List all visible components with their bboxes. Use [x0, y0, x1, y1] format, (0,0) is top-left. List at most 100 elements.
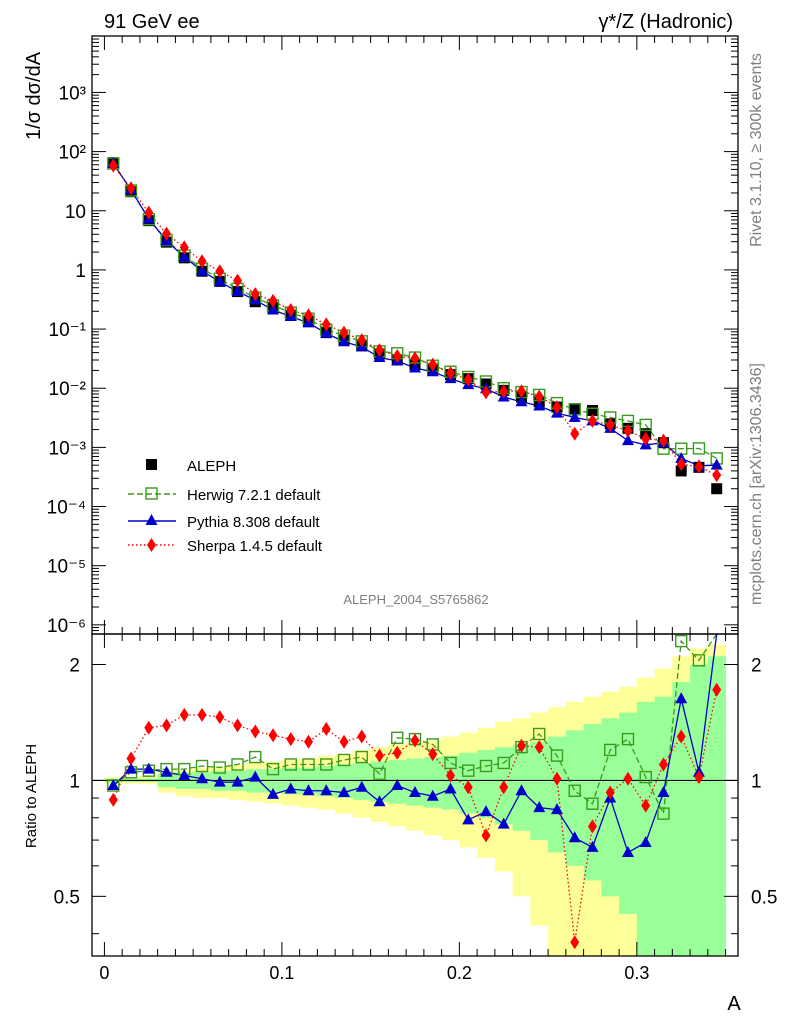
ratio-point-sherpa [268, 728, 278, 743]
ratio-point-herwig [231, 758, 244, 771]
main-y-tick-label: 10⁻⁶ [47, 616, 86, 637]
band-green [601, 718, 620, 897]
ratio-point-sherpa [339, 734, 349, 749]
legend-marker-pythia [145, 514, 158, 525]
band-green [619, 712, 638, 914]
main-point-sherpa [286, 303, 296, 318]
ratio-point-sherpa [215, 710, 225, 725]
ratio-point-sherpa [392, 745, 402, 760]
ratio-point-sherpa [126, 751, 136, 766]
ratio-point-pythia [125, 762, 138, 774]
main-point-pythia [338, 335, 351, 347]
x-tick-label: 0.1 [269, 963, 294, 983]
main-line-sherpa [112, 165, 717, 476]
main-point-sherpa [304, 308, 314, 323]
mcplots-label: mcplots.cern.ch [arXiv:1306.3436] [748, 363, 765, 605]
ratio-point-pythia [586, 840, 599, 852]
main-point-sherpa [108, 158, 118, 173]
rivet-label: Rivet 3.1.10, ≥ 300k events [748, 53, 765, 247]
legend-marker-sherpa [147, 538, 156, 552]
main-point-pythia [409, 361, 421, 373]
ratio-point-herwig [391, 731, 404, 745]
ratio-point-sherpa [570, 935, 580, 950]
ratio-point-herwig [337, 753, 351, 767]
ratio-point-pythia [533, 801, 546, 813]
legend-marker-aleph [146, 459, 157, 470]
x-tick-label: 0.3 [624, 963, 649, 983]
main-point-sherpa [570, 426, 580, 441]
main-point-sherpa [268, 293, 278, 308]
ratio-point-herwig [586, 797, 599, 810]
main-point-sherpa [375, 343, 385, 358]
ratio-point-herwig [479, 759, 493, 773]
ratio-point-pythia [178, 768, 191, 780]
main-point-sherpa [481, 385, 491, 400]
ratio-point-sherpa [357, 729, 367, 744]
main-y-tick-label: 10⁻³ [49, 438, 87, 459]
ratio-point-sherpa [623, 771, 633, 786]
main-point-aleph [569, 403, 581, 415]
ratio-point-herwig [692, 654, 706, 667]
main-point-sherpa [534, 389, 544, 404]
main-line-herwig [112, 163, 718, 460]
main-point-sherpa [392, 349, 402, 364]
ratio-point-pythia [107, 779, 120, 791]
ratio-point-herwig [657, 807, 670, 820]
main-point-sherpa [250, 287, 260, 302]
main-point-sherpa [215, 264, 225, 279]
main-point-sherpa [357, 333, 367, 348]
ratio-point-herwig [444, 756, 457, 770]
ratio-point-pythia [196, 772, 209, 784]
ratio-point-sherpa [552, 771, 562, 786]
ratio-point-herwig [249, 750, 262, 764]
main-y-tick-label: 10³ [59, 83, 86, 104]
ratio-point-sherpa [605, 785, 615, 800]
main-point-sherpa [339, 325, 349, 340]
ratio-line-sherpa [112, 689, 718, 943]
ratio-point-sherpa [162, 718, 172, 733]
main-point-sherpa [694, 459, 704, 474]
header-right: γ*/Z (Hadronic) [599, 11, 733, 33]
ratio-point-herwig [568, 784, 581, 797]
main-point-pythia [515, 395, 528, 407]
ratio-point-sherpa [712, 682, 722, 697]
x-tick-label: 0 [99, 963, 109, 983]
band-green [530, 741, 549, 841]
ratio-point-sherpa [516, 738, 526, 753]
ratio-point-pythia [373, 795, 386, 807]
main-point-pythia [213, 275, 226, 287]
legend: ALEPH Herwig 7.2.1 default Pythia 8.308 … [128, 458, 323, 555]
main-point-sherpa [126, 181, 136, 196]
ratio-point-pythia [550, 803, 563, 815]
ratio-point-herwig [266, 762, 280, 776]
main-point-sherpa [197, 254, 207, 269]
ratio-point-pythia [213, 775, 226, 787]
ratio-point-pythia [391, 779, 404, 791]
ratio-point-sherpa [534, 740, 544, 755]
ratio-y-axis-label: Ratio to ALEPH [23, 744, 40, 848]
ratio-point-sherpa [286, 732, 296, 747]
ratio-frame [91, 633, 739, 957]
band-green [654, 696, 673, 956]
ratio-point-pythia [338, 786, 351, 798]
ratio-point-sherpa [233, 718, 243, 733]
band-green [370, 761, 389, 802]
ratio-point-sherpa [658, 757, 668, 772]
band-green [335, 764, 354, 799]
main-point-sherpa [445, 366, 455, 381]
main-y-tick-label: 1 [75, 261, 86, 282]
band-green [317, 766, 336, 797]
ratio-point-herwig [497, 756, 510, 770]
ratio-point-sherpa [499, 780, 509, 795]
main-point-sherpa [587, 413, 597, 428]
ratio-point-pythia [462, 813, 475, 825]
ratio-point-pythia [267, 787, 280, 799]
ratio-point-pythia [479, 805, 492, 817]
ratio-point-pythia [426, 789, 439, 801]
ratio-point-pythia [142, 762, 155, 774]
main-y-tick-label: 10⁻⁵ [47, 557, 86, 578]
main-y-tick-label: 10² [59, 143, 86, 164]
main-point-pythia [568, 410, 581, 422]
band-green [565, 730, 584, 866]
